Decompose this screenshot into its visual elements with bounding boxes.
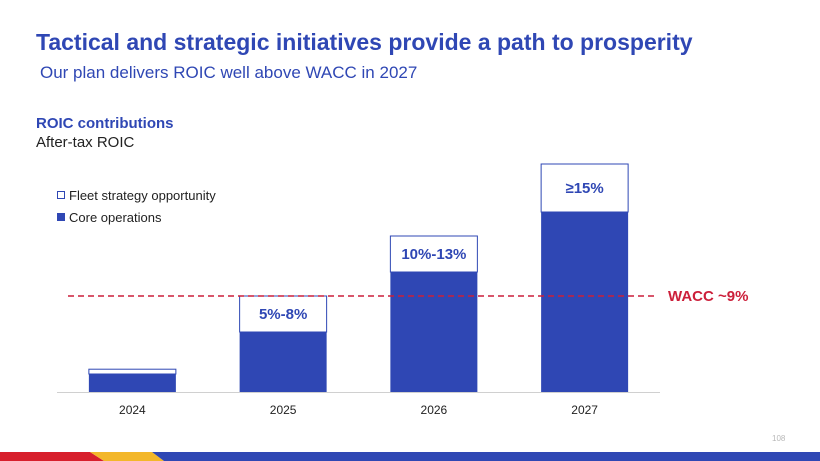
legend-label-fleet: Fleet strategy opportunity (69, 187, 216, 203)
wacc-label: WACC ~9% (668, 288, 748, 305)
footer-blue-stripe (152, 452, 820, 461)
x-tick-label-2027: 2027 (571, 403, 598, 417)
bar-core-2027 (541, 212, 629, 392)
bar-fleet-2024 (88, 368, 177, 375)
bar-fleet-2027 (540, 163, 629, 213)
chart-section-title: ROIC contributions (36, 115, 174, 132)
page-subtitle: Our plan delivers ROIC well above WACC i… (40, 63, 418, 82)
bar-fleet-2025 (239, 295, 328, 333)
footer-stripe (0, 452, 820, 461)
bar-core-2024 (88, 374, 176, 392)
data-label-2026: 10%-13% (401, 246, 466, 263)
x-tick-label-2026: 2026 (421, 403, 448, 417)
legend-swatch-core (57, 213, 65, 221)
legend-item-fleet: Fleet strategy opportunity (57, 184, 216, 206)
bar-core-2026 (390, 272, 478, 392)
footer-yellow-stripe (90, 452, 164, 461)
page-number: 108 (772, 434, 786, 443)
page-title: Tactical and strategic initiatives provi… (36, 29, 693, 55)
legend-label-core: Core operations (69, 209, 162, 225)
chart-legend: Fleet strategy opportunity Core operatio… (57, 184, 216, 228)
x-tick-label-2024: 2024 (119, 403, 146, 417)
legend-item-core: Core operations (57, 206, 216, 228)
x-tick-label-2025: 2025 (270, 403, 297, 417)
chart-section-subtitle: After-tax ROIC (36, 134, 135, 151)
legend-swatch-fleet (57, 191, 65, 199)
data-label-2027: ≥15% (565, 180, 603, 197)
data-label-2025: 5%-8% (259, 306, 307, 323)
footer-red-stripe (0, 452, 104, 461)
bar-core-2025 (239, 332, 327, 392)
